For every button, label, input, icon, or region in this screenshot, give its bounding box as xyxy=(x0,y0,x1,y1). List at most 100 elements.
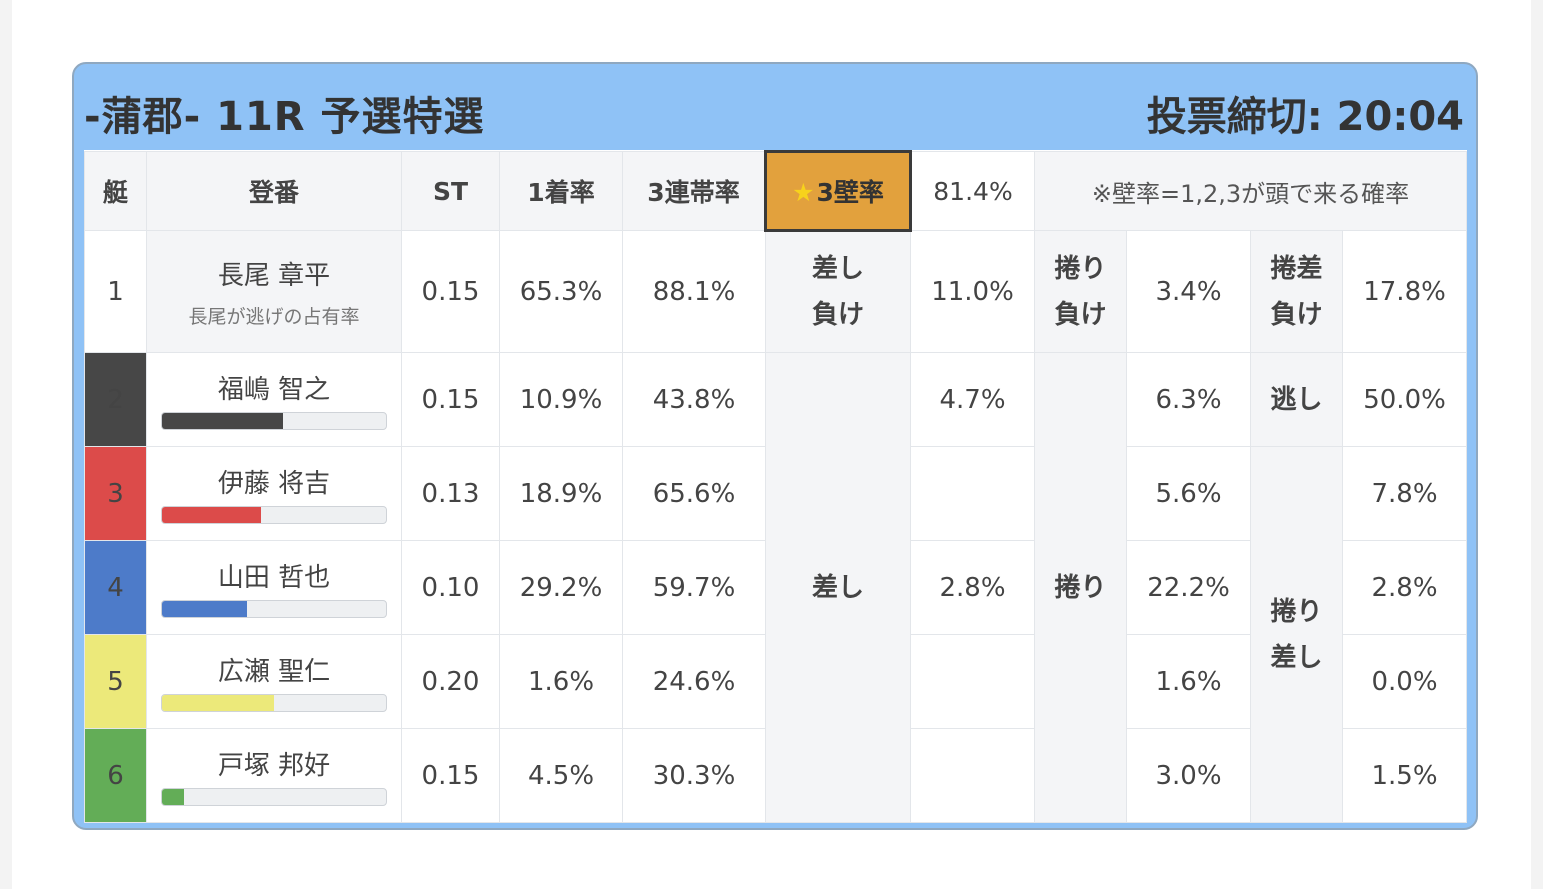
rate-value: 1.5% xyxy=(1341,728,1468,823)
top3-rate-header: 3連帯率 xyxy=(622,151,766,231)
st-value: 0.20 xyxy=(401,634,500,729)
pattern-label: 差し xyxy=(1270,642,1323,673)
rate-value xyxy=(910,634,1035,729)
rate-value: 22.2% xyxy=(1126,540,1251,635)
racer-progress-bar xyxy=(161,412,387,430)
racer-cell: 伊藤 将吉 xyxy=(146,446,402,541)
pattern-makurizashi: 捲り 差し xyxy=(1250,446,1343,823)
racer-progress-bar xyxy=(161,788,387,806)
kabe-rate-value: 81.4% xyxy=(910,151,1035,231)
lane-number: 5 xyxy=(84,634,147,729)
pattern-makurizashi-make: 捲差 負け xyxy=(1250,230,1343,353)
table-row: 4 山田 哲也 0.10 29.2% 59.7% 2.8% 22.2% 2.8% xyxy=(84,540,1468,635)
lane-number: 3 xyxy=(84,446,147,541)
pattern-label: 負け xyxy=(1270,299,1323,330)
table-row: 2 福嶋 智之 0.15 10.9% 43.8% 差し 4.7% 捲り 6.3%… xyxy=(84,352,1468,823)
racer-progress-bar xyxy=(161,600,387,618)
st-header: ST xyxy=(401,151,500,231)
rate-value: 0.0% xyxy=(1341,634,1468,729)
lane-number: 2 xyxy=(84,352,147,447)
win-rate-value: 18.9% xyxy=(499,446,623,541)
top3-rate-value: 65.6% xyxy=(622,446,766,541)
st-value: 0.13 xyxy=(401,446,500,541)
racer-progress-fill xyxy=(162,507,261,523)
rate-value: 11.0% xyxy=(910,230,1035,353)
top3-rate-value: 43.8% xyxy=(622,352,766,447)
win-rate-value: 65.3% xyxy=(499,230,623,353)
top3-rate-value: 30.3% xyxy=(622,728,766,823)
top3-rate-value: 24.6% xyxy=(622,634,766,729)
pattern-label: 負け xyxy=(811,300,864,330)
racer-progress-fill xyxy=(162,601,248,617)
kabe-rate-note: ※壁率=1,2,3が頭で来る確率 xyxy=(1033,151,1468,231)
st-value: 0.15 xyxy=(401,728,500,823)
table-row: 1 長尾 章平 長尾が逃げの占有率 0.15 65.3% 88.1% 差し 負け … xyxy=(84,230,1468,353)
racer-progress-fill xyxy=(162,413,283,429)
racer-progress-fill xyxy=(162,695,274,711)
racer-cell: 福嶋 智之 xyxy=(146,352,402,447)
win-rate-value: 1.6% xyxy=(499,634,623,729)
racer-name: 福嶋 智之 xyxy=(217,375,331,405)
racer-progress-fill xyxy=(162,789,185,805)
racer-header: 登番 xyxy=(146,151,402,231)
win-rate-value: 4.5% xyxy=(499,728,623,823)
rate-value: 2.8% xyxy=(1341,540,1468,635)
rate-value: 2.8% xyxy=(910,540,1035,635)
star-icon: ★ xyxy=(792,178,815,207)
lane-number: 4 xyxy=(84,540,147,635)
lane-header: 艇 xyxy=(84,151,147,231)
rate-value xyxy=(910,728,1035,823)
rate-value: 6.3% xyxy=(1126,352,1251,447)
kabe-rate-button[interactable]: ★3壁率 xyxy=(764,150,912,232)
racer-cell: 長尾 章平 長尾が逃げの占有率 xyxy=(146,230,402,353)
st-value: 0.15 xyxy=(401,352,500,447)
rate-value: 5.6% xyxy=(1126,446,1251,541)
pattern-sashi: 差し xyxy=(765,352,911,823)
win-rate-value: 29.2% xyxy=(499,540,623,635)
racer-progress-bar xyxy=(161,506,387,524)
pattern-makuri-make: 捲り 負け xyxy=(1034,230,1127,353)
rate-value: 3.0% xyxy=(1126,728,1251,823)
page: -蒲郡- 11R 予選特選 投票締切: 20:04 艇 登番 ST xyxy=(12,0,1531,889)
racer-name: 長尾 章平 xyxy=(217,260,331,291)
racer-name: 広瀬 聖仁 xyxy=(217,657,331,687)
race-title: -蒲郡- 11R 予選特選 xyxy=(84,94,485,140)
racer-name: 山田 哲也 xyxy=(217,563,331,593)
rate-value: 17.8% xyxy=(1341,230,1468,353)
lane-number: 1 xyxy=(84,230,147,353)
rate-value: 1.6% xyxy=(1126,634,1251,729)
table-row: 6 戸塚 邦好 0.15 4.5% 30.3% 3.0% 1.5% xyxy=(84,728,1468,823)
pattern-nige: 逃し xyxy=(1250,352,1343,447)
rate-value xyxy=(910,446,1035,541)
rate-value: 50.0% xyxy=(1341,352,1468,447)
voting-deadline: 投票締切: 20:04 xyxy=(1146,94,1464,140)
pattern-label: 差し xyxy=(811,254,864,284)
racer-cell: 広瀬 聖仁 xyxy=(146,634,402,729)
pattern-label: 捲り xyxy=(1270,596,1323,627)
st-value: 0.15 xyxy=(401,230,500,353)
kabe-rate-label: 3壁率 xyxy=(816,178,884,207)
top3-rate-value: 88.1% xyxy=(622,230,766,353)
pattern-label: 捲差 xyxy=(1270,253,1323,284)
race-card: -蒲郡- 11R 予選特選 投票締切: 20:04 艇 登番 ST xyxy=(72,62,1478,830)
table-row: 3 伊藤 将吉 0.13 18.9% 65.6% 5.6% 捲り差し 7.8% xyxy=(84,446,1468,823)
racer-subtitle: 長尾が逃げの占有率 xyxy=(188,305,360,328)
rate-value: 4.7% xyxy=(910,352,1035,447)
win-rate-header: 1着率 xyxy=(499,151,623,231)
race-card-header: -蒲郡- 11R 予選特選 投票締切: 20:04 xyxy=(74,64,1476,152)
pattern-makuri: 捲り xyxy=(1034,352,1127,823)
racer-cell: 山田 哲也 xyxy=(146,540,402,635)
table-header-row: 艇 登番 ST 1着率 3連帯率 ★3壁率 81.4% ※壁率=1,2,3が頭で… xyxy=(84,150,1468,232)
st-value: 0.10 xyxy=(401,540,500,635)
racer-cell: 戸塚 邦好 xyxy=(146,728,402,823)
race-table: 艇 登番 ST 1着率 3連帯率 ★3壁率 81.4% ※壁率=1,2,3が頭で… xyxy=(84,150,1468,823)
pattern-label: 負け xyxy=(1054,299,1107,330)
table-row: 5 広瀬 聖仁 0.20 1.6% 24.6% 1.6% 0.0% xyxy=(84,634,1468,729)
top3-rate-value: 59.7% xyxy=(622,540,766,635)
pattern-label: 捲り xyxy=(1054,253,1107,284)
pattern-sashi-make: 差し 負け xyxy=(765,230,911,353)
rate-value: 7.8% xyxy=(1341,446,1468,541)
racer-name: 伊藤 将吉 xyxy=(217,469,331,499)
win-rate-value: 10.9% xyxy=(499,352,623,447)
rate-value: 3.4% xyxy=(1126,230,1251,353)
